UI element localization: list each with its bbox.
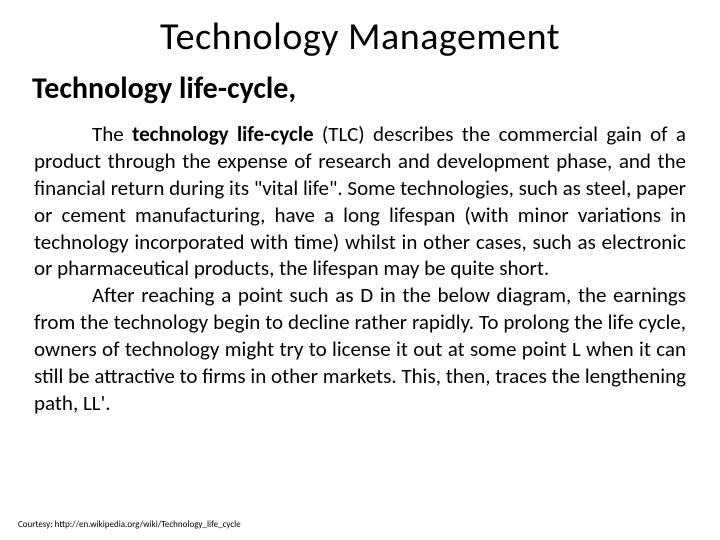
body-content: The technology life-cycle (TLC) describe…	[28, 121, 692, 417]
para2-text: After reaching a point such as D in the …	[34, 282, 686, 416]
section-subtitle: Technology life-cycle,	[28, 70, 692, 107]
para1-lead-bold: technology life-cycle	[132, 121, 313, 147]
paragraph-2: After reaching a point such as D in the …	[34, 282, 686, 416]
page-title: Technology Management	[28, 14, 692, 60]
para1-prefix: The	[92, 121, 132, 147]
paragraph-1: The technology life-cycle (TLC) describe…	[34, 121, 686, 282]
courtesy-text: Courtesy: http://en.wikipedia.org/wiki/T…	[18, 519, 241, 530]
slide-container: Technology Management Technology life-cy…	[0, 0, 720, 427]
